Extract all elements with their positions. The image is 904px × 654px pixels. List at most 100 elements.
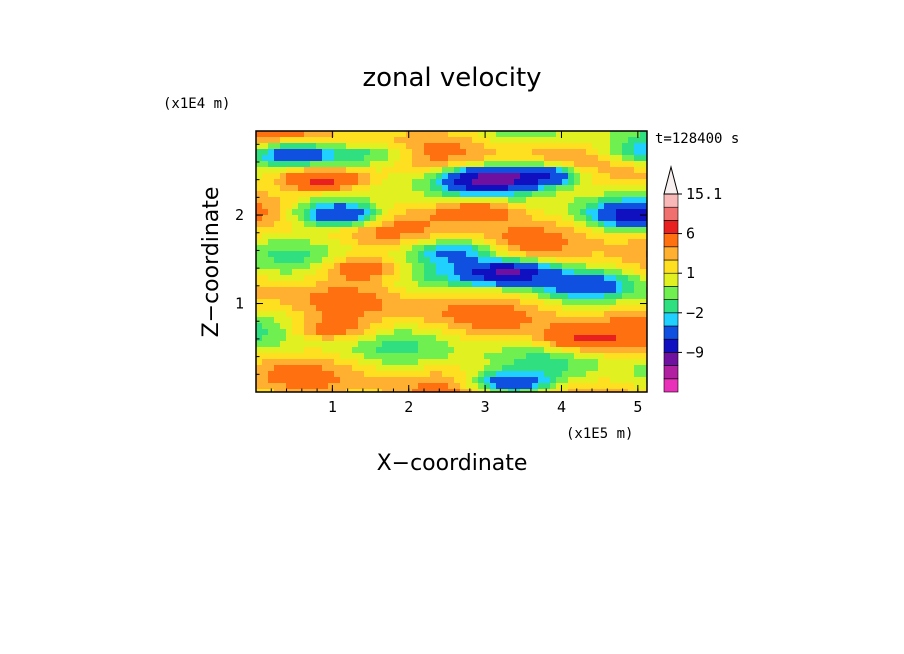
heatmap-cell	[460, 371, 466, 377]
heatmap-cell	[430, 299, 436, 305]
heatmap-cell	[298, 281, 304, 287]
heatmap-cell	[328, 257, 334, 263]
heatmap-cell	[364, 143, 370, 149]
heatmap-cell	[610, 161, 616, 167]
heatmap-cell	[394, 323, 400, 329]
heatmap-cell	[280, 389, 286, 392]
heatmap-cell	[400, 155, 406, 161]
heatmap-cell	[274, 257, 280, 263]
heatmap-cell	[574, 149, 580, 155]
heatmap-cell	[400, 137, 406, 143]
heatmap-cell	[316, 365, 322, 371]
heatmap-cell	[304, 293, 310, 299]
heatmap-cell	[346, 371, 352, 377]
heatmap-cell	[346, 155, 352, 161]
heatmap-cell	[394, 389, 400, 392]
heatmap-cell	[640, 191, 646, 197]
heatmap-cell	[556, 233, 562, 239]
colorbar-bin	[663, 246, 679, 261]
heatmap-cell	[418, 263, 424, 269]
heatmap-cell	[478, 287, 484, 293]
heatmap-cell	[304, 137, 310, 143]
heatmap-cell	[256, 329, 262, 335]
heatmap-cell	[298, 269, 304, 275]
heatmap-cell	[412, 173, 418, 179]
heatmap-cell	[358, 365, 364, 371]
heatmap-cell	[442, 347, 448, 353]
heatmap-cell	[328, 227, 334, 233]
heatmap-cell	[526, 359, 532, 365]
heatmap-cell	[388, 173, 394, 179]
heatmap-cell	[538, 275, 544, 281]
heatmap-cell	[616, 287, 622, 293]
heatmap-cell	[274, 167, 280, 173]
heatmap-cell	[310, 377, 316, 383]
heatmap-cell	[304, 263, 310, 269]
heatmap-cell	[574, 353, 580, 359]
colorbar-bin	[663, 378, 679, 393]
heatmap-cell	[412, 245, 418, 251]
heatmap-cell	[424, 287, 430, 293]
heatmap-cell	[580, 197, 586, 203]
heatmap-cell	[556, 365, 562, 371]
heatmap-cell	[328, 335, 334, 341]
heatmap-cell	[334, 221, 340, 227]
heatmap-cell	[370, 377, 376, 383]
heatmap-cell	[340, 371, 346, 377]
heatmap-cell	[574, 245, 580, 251]
heatmap-cell	[274, 149, 280, 155]
heatmap-cell	[532, 359, 538, 365]
heatmap-cell	[454, 341, 460, 347]
heatmap-cell	[418, 335, 424, 341]
heatmap-cell	[376, 149, 382, 155]
heatmap-cell	[604, 215, 610, 221]
heatmap-cell	[352, 191, 358, 197]
heatmap-cell	[448, 293, 454, 299]
heatmap-cell	[526, 137, 532, 143]
heatmap-cell	[592, 281, 598, 287]
heatmap-cell	[532, 149, 538, 155]
heatmap-cell	[490, 143, 496, 149]
heatmap-cell	[640, 245, 646, 251]
heatmap-cell	[574, 257, 580, 263]
heatmap-cell	[346, 365, 352, 371]
heatmap-cell	[544, 131, 550, 137]
heatmap-cell	[256, 215, 262, 221]
heatmap-cell	[634, 287, 640, 293]
heatmap-cell	[412, 137, 418, 143]
heatmap-cell	[394, 275, 400, 281]
heatmap-cell	[388, 281, 394, 287]
heatmap-cell	[274, 173, 280, 179]
heatmap-cell	[364, 377, 370, 383]
heatmap-cell	[466, 197, 472, 203]
heatmap-cell	[280, 161, 286, 167]
heatmap-cell	[490, 203, 496, 209]
heatmap-cell	[388, 269, 394, 275]
heatmap-cell	[538, 287, 544, 293]
heatmap-cell	[580, 311, 586, 317]
heatmap-cell	[628, 233, 634, 239]
heatmap-cell	[448, 323, 454, 329]
heatmap-cell	[472, 239, 478, 245]
heatmap-cell	[628, 197, 634, 203]
heatmap-cell	[568, 383, 574, 389]
heatmap-cell	[448, 305, 454, 311]
heatmap-cell	[562, 347, 568, 353]
heatmap-cell	[634, 131, 640, 137]
heatmap-cell	[526, 353, 532, 359]
heatmap-cell	[562, 269, 568, 275]
heatmap-cell	[532, 179, 538, 185]
heatmap-cell	[310, 335, 316, 341]
heatmap-cell	[352, 335, 358, 341]
heatmap-cell	[484, 191, 490, 197]
heatmap-cell	[592, 305, 598, 311]
heatmap-cell	[502, 389, 508, 392]
heatmap-cell	[454, 275, 460, 281]
heatmap-cell	[430, 149, 436, 155]
heatmap-cell	[346, 191, 352, 197]
heatmap-cell	[622, 179, 628, 185]
heatmap-cell	[538, 353, 544, 359]
heatmap-cell	[484, 197, 490, 203]
heatmap-cell	[316, 287, 322, 293]
heatmap-cell	[580, 209, 586, 215]
